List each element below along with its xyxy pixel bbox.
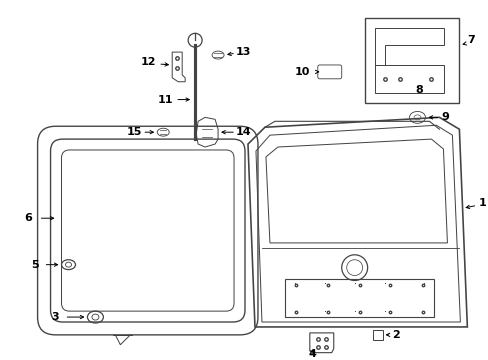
Text: 14: 14 [235,127,250,137]
Text: 7: 7 [467,35,474,45]
Bar [285,279,433,317]
Text: 11: 11 [157,95,173,104]
Text: 4: 4 [308,348,316,359]
Text: 12: 12 [140,57,156,67]
Text: 8: 8 [415,85,423,95]
Text: 2: 2 [391,330,399,340]
Text: 15: 15 [126,127,142,137]
Text: 1: 1 [477,198,485,208]
Text: 6: 6 [24,213,33,223]
Bar [372,330,382,340]
Text: 13: 13 [235,47,250,57]
Bar [364,18,458,103]
Text: 3: 3 [52,312,59,322]
Text: 5: 5 [31,260,39,270]
Bar [374,65,444,93]
Text: 10: 10 [295,67,310,77]
Text: 9: 9 [441,112,448,122]
